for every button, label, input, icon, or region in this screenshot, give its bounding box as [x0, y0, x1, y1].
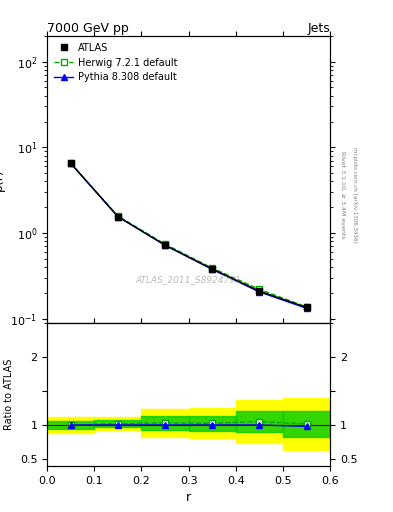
Y-axis label: ρ(r): ρ(r) — [0, 168, 5, 190]
Text: Rivet 3.1.10, ≥ 3.4M events: Rivet 3.1.10, ≥ 3.4M events — [340, 151, 345, 239]
Text: ATLAS_2011_S8924791: ATLAS_2011_S8924791 — [136, 275, 242, 284]
Text: 7000 GeV pp: 7000 GeV pp — [47, 22, 129, 35]
Text: mcplots.cern.ch [arXiv:1306.3436]: mcplots.cern.ch [arXiv:1306.3436] — [352, 147, 357, 242]
Text: Jets: Jets — [307, 22, 330, 35]
Y-axis label: Ratio to ATLAS: Ratio to ATLAS — [4, 358, 14, 430]
X-axis label: r: r — [186, 491, 191, 504]
Legend: ATLAS, Herwig 7.2.1 default, Pythia 8.308 default: ATLAS, Herwig 7.2.1 default, Pythia 8.30… — [50, 39, 182, 86]
